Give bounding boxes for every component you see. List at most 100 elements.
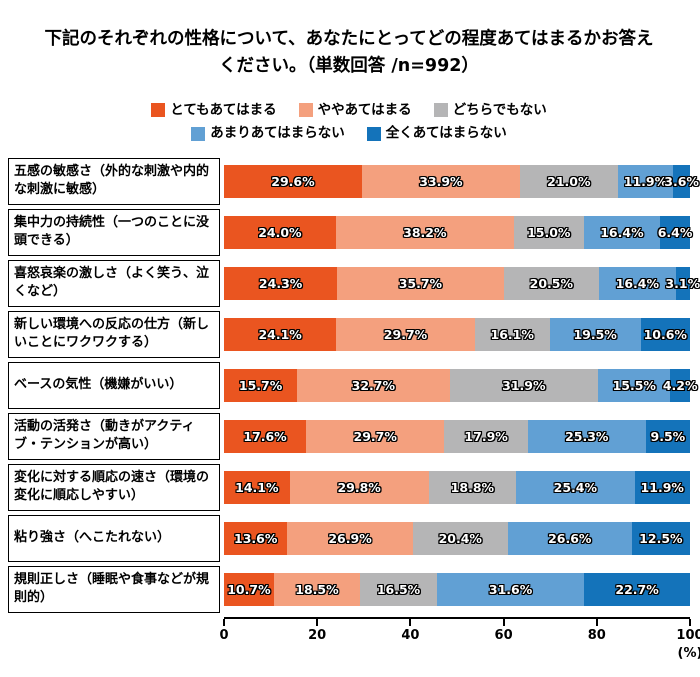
bar-segment: 17.9% [444, 419, 528, 453]
bar-value-label: 11.9% [640, 479, 684, 495]
chart-title: 下記のそれぞれの性格について、あなたにとってどの程度あてはまるかお答えください。… [44, 29, 654, 77]
legend-swatch [366, 126, 381, 141]
bar-segment: 3.6% [664, 164, 699, 198]
bar-value-label: 24.1% [258, 326, 302, 342]
legend-label: ややあてはまる [317, 102, 412, 119]
legend-label: とてもあてはまる [170, 102, 277, 119]
bar-value-label: 13.6% [234, 530, 278, 546]
x-axis-tick [409, 618, 412, 626]
chart-rows: 五感の敏感さ（外的な刺激や内的な刺激に敏感） 29.6% 33.9% 21.0% 11.… [8, 157, 700, 613]
x-axis-tick-label: 40 [401, 627, 420, 643]
bar-value-label: 19.5% [573, 326, 617, 342]
x-axis-tick [502, 618, 505, 626]
bar-value-label: 20.4% [438, 530, 482, 546]
chart-row: 粘り強さ（へこたれない） 13.6% 26.9% 20.4% 26.6% 12.5% [8, 514, 690, 562]
x-axis-tick-label: 20 [308, 627, 327, 643]
x-axis-tick [595, 618, 598, 626]
legend-label: 全くあてはまらない [385, 125, 507, 142]
bar-segment: 26.9% [287, 521, 413, 555]
bar-segment: 29.6% [224, 164, 362, 198]
bar-track: 24.0% 38.2% 15.0% 16.4% 6.4% [224, 215, 692, 249]
bar-value-label: 15.7% [238, 377, 283, 393]
chart-row: 新しい環境への反応の仕方（新しいことにワクワクする） 24.1% 29.7% 16.1… [8, 310, 690, 358]
x-axis: 0 20 40 60 80 100 (%) [219, 616, 700, 663]
bar-value-label: 25.3% [565, 428, 609, 444]
bar-segment: 21.0% [519, 164, 618, 198]
bar-segment: 16.1% [474, 317, 550, 351]
bar-value-label: 16.1% [490, 326, 534, 342]
stacked-bar-chart: 五感の敏感さ（外的な刺激や内的な刺激に敏感） 29.6% 33.9% 21.0% 11.… [8, 157, 700, 663]
category-label: 規則正しさ（睡眠や食事などが規則的） [8, 565, 220, 613]
bar-segment: 31.9% [449, 368, 599, 402]
bar-segment: 15.5% [598, 368, 671, 402]
legend-swatch [298, 103, 313, 118]
bar-track: 13.6% 26.9% 20.4% 26.6% 12.5% [224, 521, 690, 555]
bar-value-label: 14.1% [235, 479, 279, 495]
bar-value-label: 15.0% [527, 224, 571, 240]
bar-segment: 25.3% [527, 419, 646, 453]
legend-swatch [433, 103, 448, 118]
bar-segment: 25.4% [516, 470, 635, 504]
bar-segment: 16.4% [599, 266, 676, 300]
bar-value-label: 24.3% [258, 275, 303, 291]
x-axis-tick [223, 618, 225, 626]
bar-segment: 33.9% [361, 164, 520, 198]
category-label: 活動の活発さ（動きがアクティブ・テンションが高い） [8, 412, 220, 460]
bar-value-label: 12.5% [639, 530, 683, 546]
bar-value-label: 29.7% [383, 326, 428, 342]
category-label: 五感の敏感さ（外的な刺激や内的な刺激に敏感） [8, 157, 220, 205]
bar-segment: 20.5% [503, 266, 600, 300]
bar-track: 10.7% 18.5% 16.5% 31.6% 22.7% [224, 572, 690, 606]
bar-segment: 22.7% [584, 572, 690, 606]
bar-value-label: 31.6% [488, 581, 533, 597]
bar-value-label: 16.4% [600, 224, 644, 240]
x-axis-tick-label: 100 [676, 627, 700, 643]
bar-value-label: 20.5% [529, 275, 574, 291]
bar-value-label: 17.9% [464, 428, 508, 444]
legend-item: とてもあてはまる [151, 102, 277, 119]
chart-legend: とてもあてはまる ややあてはまる どちらでもないあまりあてはまらない 全くあてはまらな… [109, 102, 589, 141]
bar-segment: 29.8% [289, 470, 429, 504]
bar-segment: 14.1% [224, 470, 290, 504]
bar-track: 29.6% 33.9% 21.0% 11.9% 3.6% [224, 164, 699, 198]
bar-track: 14.1% 29.8% 18.8% 25.4% 11.9% [224, 470, 690, 504]
legend-item: どちらでもない [433, 102, 547, 118]
category-label: ベースの気性（機嫌がいい） [8, 361, 220, 409]
chart-row: 活動の活発さ（動きがアクティブ・テンションが高い） 17.6% 29.7% 17.9%… [8, 412, 690, 460]
bar-value-label: 24.0% [258, 224, 302, 240]
chart-row: 喜怒哀楽の激しさ（よく笑う、泣くなど） 24.3% 35.7% 20.5% 16.4% 3… [8, 259, 700, 307]
bar-value-label: 25.4% [553, 479, 598, 495]
x-axis-tick [316, 618, 319, 626]
bar-value-label: 18.8% [450, 479, 495, 495]
legend-item: あまりあてはまらない [191, 125, 345, 141]
chart-row: ベースの気性（機嫌がいい） 15.7% 32.7% 31.9% 15.5% 4.2% [8, 361, 698, 409]
bar-value-label: 10.6% [643, 326, 687, 342]
bar-value-label: 11.9% [623, 173, 668, 189]
bar-segment: 10.7% [224, 572, 274, 606]
bar-segment: 19.5% [549, 317, 641, 351]
bar-track: 15.7% 32.7% 31.9% 15.5% 4.2% [224, 368, 698, 402]
chart-row: 五感の敏感さ（外的な刺激や内的な刺激に敏感） 29.6% 33.9% 21.0% 11.… [8, 157, 699, 205]
bar-segment: 16.5% [360, 572, 437, 606]
bar-value-label: 29.7% [353, 428, 397, 444]
bar-value-label: 17.6% [243, 428, 287, 444]
bar-track: 24.1% 29.7% 16.1% 19.5% 10.6% [224, 317, 690, 351]
bar-value-label: 16.4% [615, 275, 659, 291]
bar-segment: 6.4% [658, 215, 692, 249]
bar-track: 17.6% 29.7% 17.9% 25.3% 9.5% [224, 419, 690, 453]
legend-swatch [191, 126, 206, 141]
bar-segment: 3.1% [665, 266, 700, 300]
bar-value-label: 10.7% [227, 581, 271, 597]
x-axis-tick-label: 60 [494, 627, 513, 643]
bar-segment: 10.6% [640, 317, 690, 351]
bar-segment: 38.2% [335, 215, 514, 249]
bar-value-label: 22.7% [615, 581, 659, 597]
bar-value-label: 15.5% [612, 377, 656, 393]
bar-segment: 31.6% [436, 572, 585, 606]
bar-value-label: 4.2% [662, 377, 698, 393]
bar-segment: 12.5% [631, 521, 690, 555]
bar-value-label: 32.7% [351, 377, 396, 393]
bar-segment: 18.5% [273, 572, 361, 606]
bar-segment: 11.9% [634, 470, 690, 504]
